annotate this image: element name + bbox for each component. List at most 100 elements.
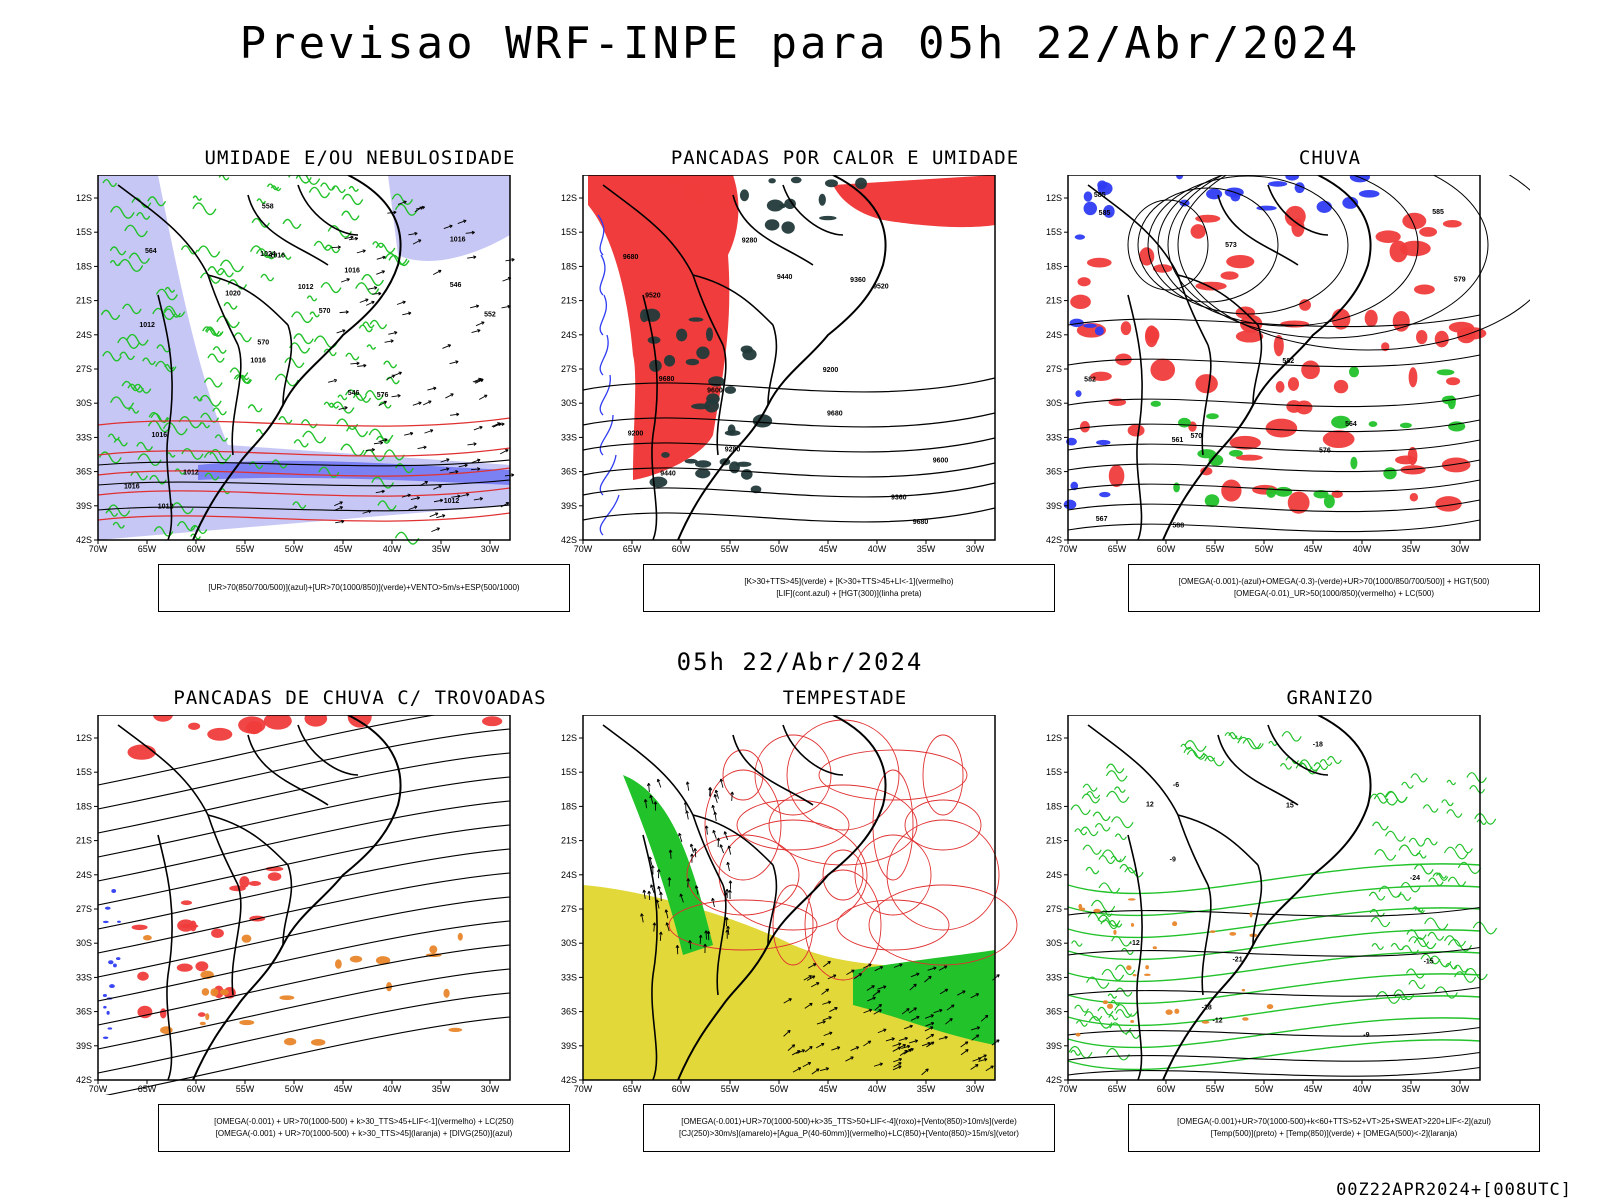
lat-label: 24S	[561, 870, 577, 880]
strong-omega-area	[1313, 490, 1329, 499]
low-level-humidity-contour	[126, 333, 149, 346]
omega-area	[1229, 931, 1237, 936]
lat-label: 33S	[561, 432, 577, 442]
wind-vector	[921, 1068, 929, 1076]
border-line	[642, 834, 658, 1081]
temperature-850-contour	[1082, 844, 1102, 855]
border-line	[732, 194, 814, 266]
temperature-850-contour	[1106, 790, 1130, 803]
temperature-850-contour	[1397, 893, 1412, 901]
temperature-850-contour	[1067, 1017, 1481, 1049]
low-level-humidity-contour	[331, 401, 355, 414]
temperature-850-contour	[1281, 731, 1302, 742]
border-line	[716, 884, 727, 996]
temperature-850-contour	[1115, 964, 1136, 976]
contour-label: 558	[262, 203, 274, 210]
wind-vector	[652, 922, 657, 932]
omega-area	[1358, 189, 1380, 198]
water-content-contour	[818, 749, 968, 801]
low-level-humidity-contour	[355, 282, 380, 295]
low-level-humidity-contour	[207, 353, 225, 363]
divergence-area	[106, 1010, 110, 1015]
lat-label: 18S	[76, 801, 92, 811]
thunderstorm-area	[127, 744, 156, 760]
wind-vector	[713, 811, 718, 821]
contour-label: 1024	[260, 251, 276, 258]
rain-area	[1446, 377, 1461, 386]
divergence-area	[104, 906, 111, 910]
map-chuva: 585 585 582 585 579 576 573 570 567 564 561 582 588 1…	[1046, 175, 1530, 554]
rain-area	[1220, 271, 1239, 280]
contour-label: 1012	[298, 284, 314, 291]
temperature-850-contour	[1375, 991, 1401, 1004]
temperature-850-contour	[1067, 863, 1481, 895]
showers-area	[443, 988, 450, 998]
wind-vector	[650, 884, 655, 894]
lat-label: 33S	[76, 972, 92, 982]
thunderstorm-area	[131, 924, 148, 931]
low-level-humidity-contour	[212, 346, 227, 354]
temperature-850-contour	[1114, 786, 1126, 793]
temperature-500-contour	[1067, 906, 1481, 917]
lat-label: 18S	[561, 261, 577, 271]
wind-vector	[904, 1024, 913, 1030]
wind-vector	[336, 329, 346, 334]
thunderstorm-area	[229, 885, 246, 892]
wind-vector	[375, 489, 385, 494]
strong-omega-area	[1348, 366, 1360, 378]
height-contour	[582, 482, 996, 498]
lon-label: 50W	[285, 544, 304, 554]
lon-label: 50W	[770, 544, 789, 554]
wind-vector	[892, 1065, 902, 1071]
wind-vector	[723, 831, 729, 841]
heat-showers-area	[694, 460, 712, 468]
wind-vector	[706, 930, 711, 941]
low-level-humidity-contour	[233, 374, 251, 384]
wind-vector	[335, 519, 345, 524]
wind-vector	[874, 1003, 882, 1011]
contour-label: 9680	[659, 376, 675, 383]
low-level-humidity-contour	[142, 357, 156, 366]
heat-showers-area	[649, 476, 668, 488]
wind-vector	[362, 509, 372, 514]
low-level-humidity-contour	[247, 404, 263, 413]
lat-label: 27S	[76, 904, 92, 914]
divergence-area	[107, 1027, 113, 1030]
wind-vector	[796, 1049, 806, 1054]
water-content-contour	[668, 899, 818, 951]
border-line	[716, 344, 727, 456]
wind-vector	[445, 393, 454, 399]
main-title: Previsao WRF-INPE para 05h 22/Abr/2024	[239, 18, 1361, 69]
contour-label: 585	[1432, 209, 1444, 216]
wind-vector	[442, 344, 452, 349]
contour-label: -18	[1313, 742, 1323, 749]
map-frame	[1067, 715, 1481, 1081]
low-level-humidity-contour	[212, 407, 227, 416]
low-level-humidity-contour	[255, 248, 277, 260]
streamline	[1177, 175, 1530, 351]
lat-label: 15S	[76, 227, 92, 237]
coastline	[677, 715, 887, 1081]
low-level-humidity-contour	[137, 453, 162, 467]
strong-wind-area	[853, 950, 995, 1045]
showers-area	[283, 1037, 297, 1046]
contour-label: 573	[1225, 242, 1237, 249]
height-contour	[1067, 439, 1481, 453]
rain-area	[1331, 490, 1343, 498]
low-level-humidity-contour	[280, 253, 292, 260]
map-granizo: -9 -12 -12 -15 -18 -18 -21 -24 12 15 -6 -9 12S 15S 18S…	[1046, 715, 1498, 1094]
wind-vector	[910, 972, 920, 978]
lon-label: 60W	[187, 544, 206, 554]
low-level-humidity-contour	[384, 252, 408, 266]
heat-showers-area	[649, 359, 662, 372]
temperature-850-contour	[1237, 736, 1262, 750]
wind-vector	[650, 865, 655, 875]
border-line	[1201, 884, 1212, 996]
border-line	[1267, 724, 1329, 776]
wind-vector	[924, 975, 932, 983]
wind-vector	[365, 447, 375, 452]
wind-vector	[500, 502, 510, 508]
strong-omega-area	[1447, 395, 1456, 410]
lat-label: 21S	[561, 296, 577, 306]
